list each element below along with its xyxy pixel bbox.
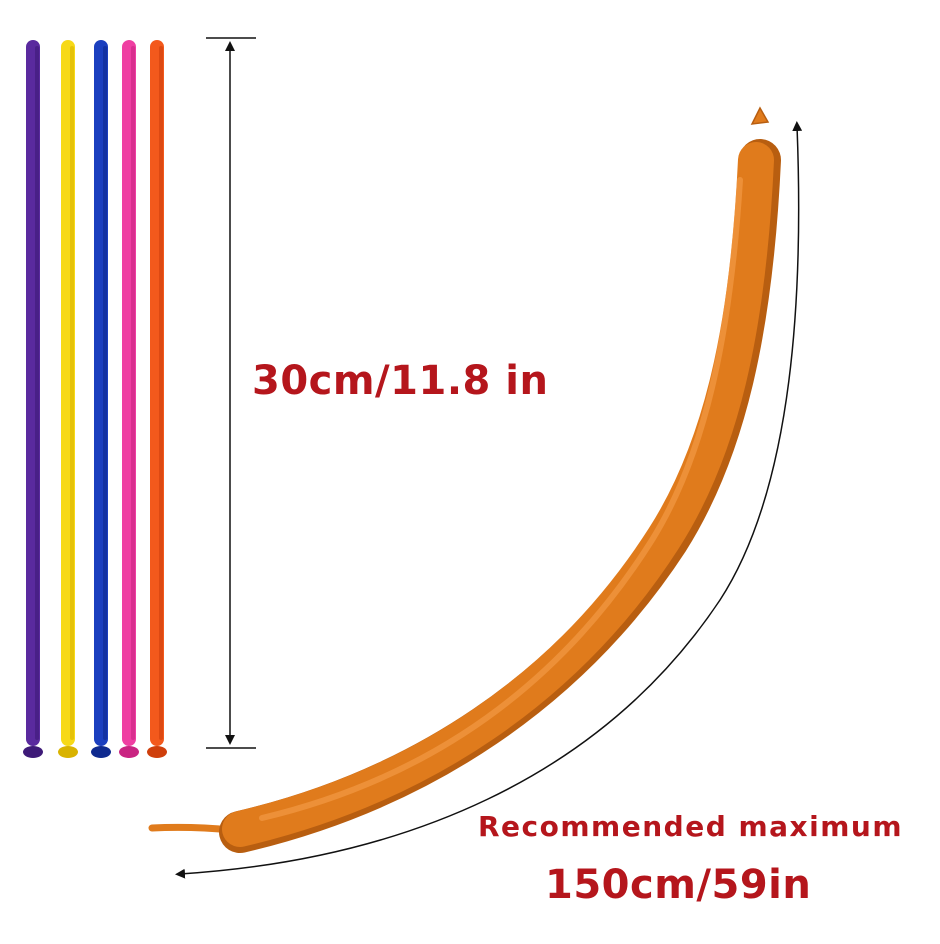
maximum-length-label: 150cm/59in [545, 862, 812, 908]
double-arrow-icon [206, 37, 256, 749]
pink-balloon-shade [131, 46, 135, 740]
balloon-knot [750, 106, 770, 125]
orange-balloon [147, 40, 167, 758]
pink-balloon-lip [119, 746, 139, 758]
orange-balloon-shade [159, 46, 163, 740]
deflated-balloons [23, 40, 167, 758]
purple-balloon [23, 40, 43, 758]
purple-balloon-shade [35, 46, 39, 740]
blue-balloon-shade [103, 46, 107, 740]
yellow-balloon [58, 40, 78, 758]
inflated-balloon [148, 106, 781, 853]
recommended-maximum-caption: Recommended maximum [478, 810, 903, 843]
orange-balloon-lip [147, 746, 167, 758]
deflated-length-label: 30cm/11.8 in [252, 358, 549, 404]
yellow-balloon-lip [58, 746, 78, 758]
curved-arrow-icon [175, 121, 803, 879]
purple-balloon-lip [23, 746, 43, 758]
pink-balloon [119, 40, 139, 758]
yellow-balloon-shade [70, 46, 74, 740]
blue-balloon [91, 40, 111, 758]
blue-balloon-lip [91, 746, 111, 758]
